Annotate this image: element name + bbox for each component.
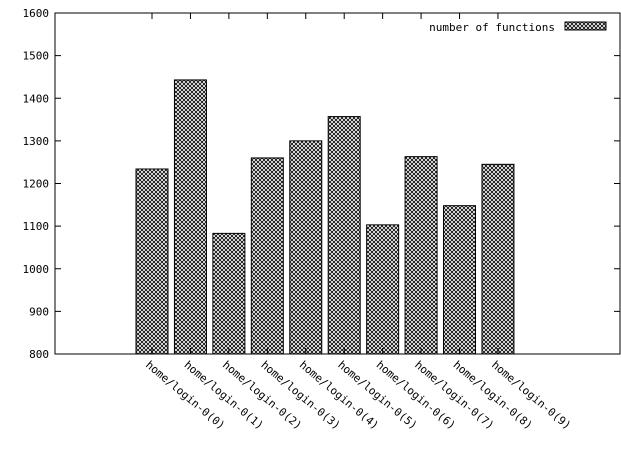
y-tick-label: 800 <box>29 348 49 361</box>
bar <box>212 232 246 355</box>
y-tick-label: 1300 <box>23 135 50 148</box>
y-tick-label: 1400 <box>23 92 50 105</box>
legend-label: number of functions <box>429 21 555 34</box>
bar <box>135 168 169 355</box>
y-tick-label: 1500 <box>23 50 50 63</box>
plot-area: 8009001000110012001300140015001600home/l… <box>23 7 621 432</box>
y-tick-label: 1000 <box>23 263 50 276</box>
bar <box>404 156 438 355</box>
legend-swatch <box>564 21 607 31</box>
bar <box>327 116 361 355</box>
bar <box>289 140 323 355</box>
bar <box>250 157 284 355</box>
bar <box>366 224 400 355</box>
bar <box>481 163 515 355</box>
y-tick-label: 1200 <box>23 178 50 191</box>
bar <box>173 79 207 355</box>
y-tick-label: 1600 <box>23 7 50 20</box>
bar <box>443 205 477 355</box>
y-tick-label: 1100 <box>23 220 50 233</box>
y-tick-label: 900 <box>29 305 49 318</box>
